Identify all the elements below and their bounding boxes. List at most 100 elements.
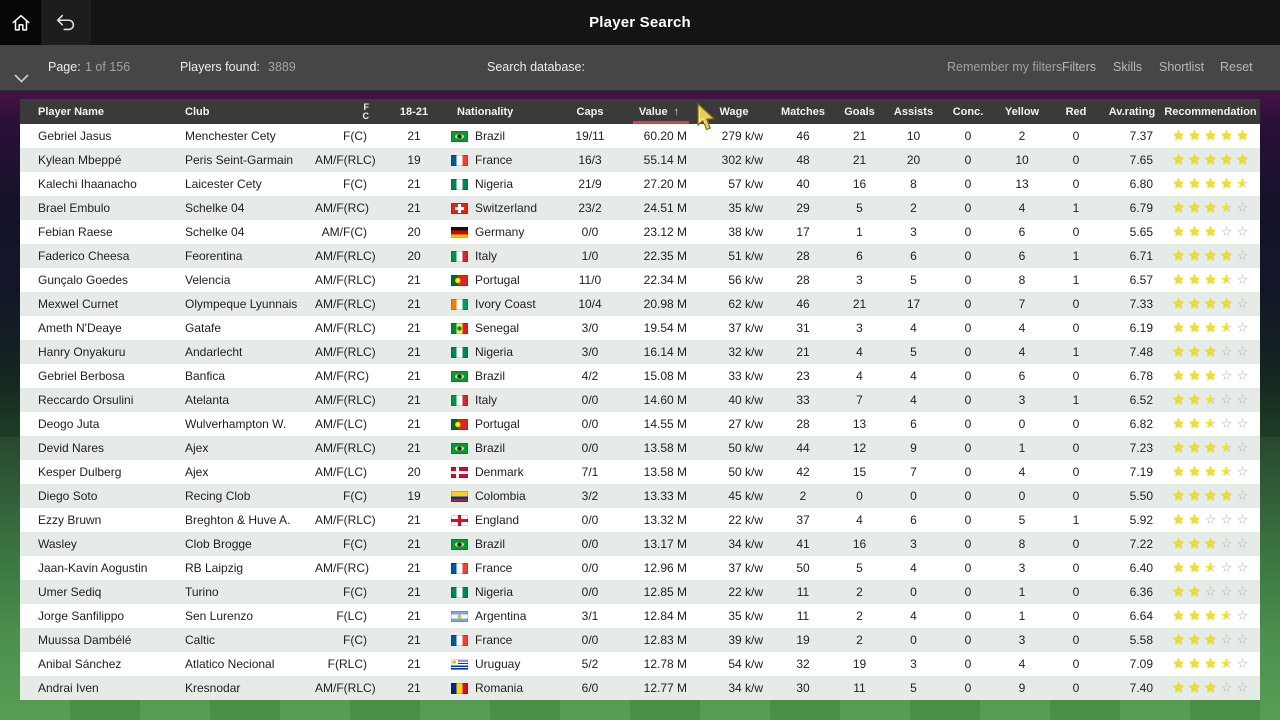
cell-matches: 46 [796, 129, 810, 143]
cell-matches: 28 [796, 273, 810, 287]
cell-assists: 6 [910, 417, 917, 431]
column-header-yellow[interactable]: Yellow [1004, 105, 1040, 118]
cell-conc: 0 [964, 321, 972, 335]
star-rating: ★ ★ ★ ★ ★ [1172, 152, 1249, 167]
column-header-club[interactable]: Club [185, 105, 210, 118]
reset-button[interactable]: Reset [1220, 60, 1253, 74]
cell-rating: 6.78 [1129, 369, 1153, 383]
column-header-nationality[interactable]: Nationality [457, 105, 514, 118]
star-rating: ★ ★ ★ ☆ ☆ [1172, 536, 1249, 551]
column-header-name[interactable]: Player Name [38, 105, 105, 118]
cell-goals: 13 [852, 417, 867, 431]
cell-conc: 0 [964, 345, 972, 359]
player-row[interactable]: Gunçalo Goedes Velencia AM/F(RLC) 21 Portuga… [20, 268, 1260, 292]
home-button[interactable] [0, 0, 41, 45]
player-row[interactable]: Kalechi Ihaanacho Laicester Cety F(C) 21 Nig… [20, 172, 1260, 196]
player-row[interactable]: Jaan-Kavin Aogustin RB Laipzig AM/F(RC) 21 F… [20, 556, 1260, 580]
cell-red: 0 [1072, 465, 1080, 479]
cell-wage: 39 k/w [728, 633, 763, 647]
player-row[interactable]: Muussa Dambélé Caltic F(C) 21 France 0/0 12.83… [20, 628, 1260, 652]
column-header-position[interactable]: F C [362, 101, 370, 121]
column-header-age[interactable]: 18-21 [399, 105, 429, 118]
cell-goals: 2 [856, 633, 863, 647]
flag-icon-ar [451, 610, 468, 622]
player-row[interactable]: Faderico Cheesa Feorentina AM/F(RLC) 20 Ital… [20, 244, 1260, 268]
player-row[interactable]: Devid Nares Ajex AM/F(RLC) 21 Brazil 0/0 13.58… [20, 436, 1260, 460]
chevron-down-icon[interactable] [14, 71, 29, 89]
column-header-rating[interactable]: Av.rating [1108, 105, 1156, 118]
cell-value: 27.20 M [643, 177, 687, 191]
cell-name: Hanry Onyakuru [38, 345, 126, 359]
column-header-conc[interactable]: Conc. [952, 105, 984, 118]
cell-value: 13.32 M [643, 513, 687, 527]
cell-assists: 3 [910, 537, 917, 551]
cell-age: 21 [407, 633, 421, 647]
player-row[interactable]: Diego Soto Recing Clob F(C) 19 Colombia 3/2 13… [20, 484, 1260, 508]
player-row[interactable]: Gebriel Jasus Menchester Cety F(C) 21 Brazil… [20, 124, 1260, 148]
cell-name: Mexwel Curnet [38, 297, 119, 311]
cell-caps: 10/4 [578, 297, 602, 311]
cell-red: 0 [1072, 441, 1080, 455]
cell-age: 21 [407, 537, 421, 551]
cell-name: Brael Embulo [38, 201, 111, 215]
page-value: 1 of 156 [85, 60, 131, 74]
column-header-stars[interactable]: Recommendation [1164, 105, 1257, 118]
cell-goals: 21 [852, 297, 867, 311]
column-header-matches[interactable]: Matches [780, 105, 826, 118]
player-row[interactable]: Hanry Onyakuru Andarlecht AM/F(RLC) 21 Niger… [20, 340, 1260, 364]
flag-icon-ch [451, 202, 468, 214]
column-header-value[interactable]: Value ↑ [623, 99, 695, 124]
player-row[interactable]: Gebriel Berbosa Banfica AM/F(RC) 21 Brazil 4/… [20, 364, 1260, 388]
cell-club: Caltic [185, 633, 216, 647]
cell-rating: 7.09 [1129, 657, 1153, 671]
cell-name: Muussa Dambélé [38, 633, 132, 647]
column-header-wage[interactable]: Wage [719, 105, 749, 118]
column-header-red[interactable]: Red [1065, 105, 1087, 118]
cell-wage: 34 k/w [728, 537, 763, 551]
cell-nationality: Uruguay [445, 657, 557, 671]
cell-position: F(C) [343, 177, 367, 191]
player-row[interactable]: Anibal Sánchez Atlatico Necional F(RLC) 21 U… [20, 652, 1260, 676]
shortlist-button[interactable]: Shortlist [1159, 60, 1205, 74]
filters-button[interactable]: Filters [1062, 60, 1097, 74]
cell-value: 12.78 M [643, 657, 687, 671]
player-row[interactable]: Mexwel Curnet Olympeque Lyunnais AM/F(RLC)… [20, 292, 1260, 316]
cell-rating: 6.57 [1129, 273, 1153, 287]
player-row[interactable]: Kesper Dulberg Ajex AM/F(LC) 20 Denmark 7/1 13… [20, 460, 1260, 484]
column-header-assists[interactable]: Assists [893, 105, 934, 118]
flag-icon-br [451, 442, 468, 454]
cell-caps: 11/0 [578, 273, 602, 287]
cell-position: AM/F(RLC) [315, 513, 376, 527]
player-row[interactable]: Febian Raese Schelke 04 AM/F(C) 20 Germany 0/… [20, 220, 1260, 244]
player-row[interactable]: Ezzy Bruwn Breghton & Huve A. AM/F(RLC) 21 E… [20, 508, 1260, 532]
player-row[interactable]: Wasley Clob Brogge F(C) 21 Brazil 0/0 13.17 M 3… [20, 532, 1260, 556]
column-header-goals[interactable]: Goals [844, 105, 875, 118]
players-found-label: Players found: [180, 60, 260, 74]
cell-rating: 7.33 [1129, 297, 1153, 311]
cell-assists: 10 [906, 129, 921, 143]
cell-assists: 0 [910, 585, 917, 599]
cell-caps: 3/0 [581, 345, 599, 359]
player-row[interactable]: Brael Embulo Schelke 04 AM/F(RC) 21 Switzerl… [20, 196, 1260, 220]
cell-stars: ★ ★ ★ ☆ ★ ☆ [1161, 200, 1260, 216]
cell-age: 21 [407, 177, 421, 191]
cell-caps: 4/2 [581, 369, 599, 383]
column-header-caps[interactable]: Caps [576, 105, 604, 118]
cell-wage: 33 k/w [728, 369, 763, 383]
cell-club: Feorentina [185, 249, 243, 263]
player-row[interactable]: Ameth N'Deaye Gatafe AM/F(RLC) 21 Senegal 3/0… [20, 316, 1260, 340]
cell-age: 21 [407, 369, 421, 383]
player-row[interactable]: Kylean Mbeppé Peris Seint-Garmain AM/F(RLC… [20, 148, 1260, 172]
player-row[interactable]: Deogo Juta Wulverhampton W. AM/F(LC) 21 Port… [20, 412, 1260, 436]
cell-nationality: Brazil [445, 369, 557, 383]
back-button[interactable] [41, 0, 91, 45]
cell-yellow: 3 [1018, 633, 1026, 647]
player-row[interactable]: Andrai Iven Kresnodar AM/F(RLC) 21 Romania 6/… [20, 676, 1260, 700]
player-row[interactable]: Jorge Sanfilippo Sen Lurenzo F(LC) 21 Argent… [20, 604, 1260, 628]
cell-nationality: Nigeria [445, 177, 557, 191]
player-row[interactable]: Reccardo Orsulini Atelanta AM/F(RLC) 21 Ital… [20, 388, 1260, 412]
cell-nationality: Senegal [445, 321, 557, 335]
skills-button[interactable]: Skills [1113, 60, 1143, 74]
